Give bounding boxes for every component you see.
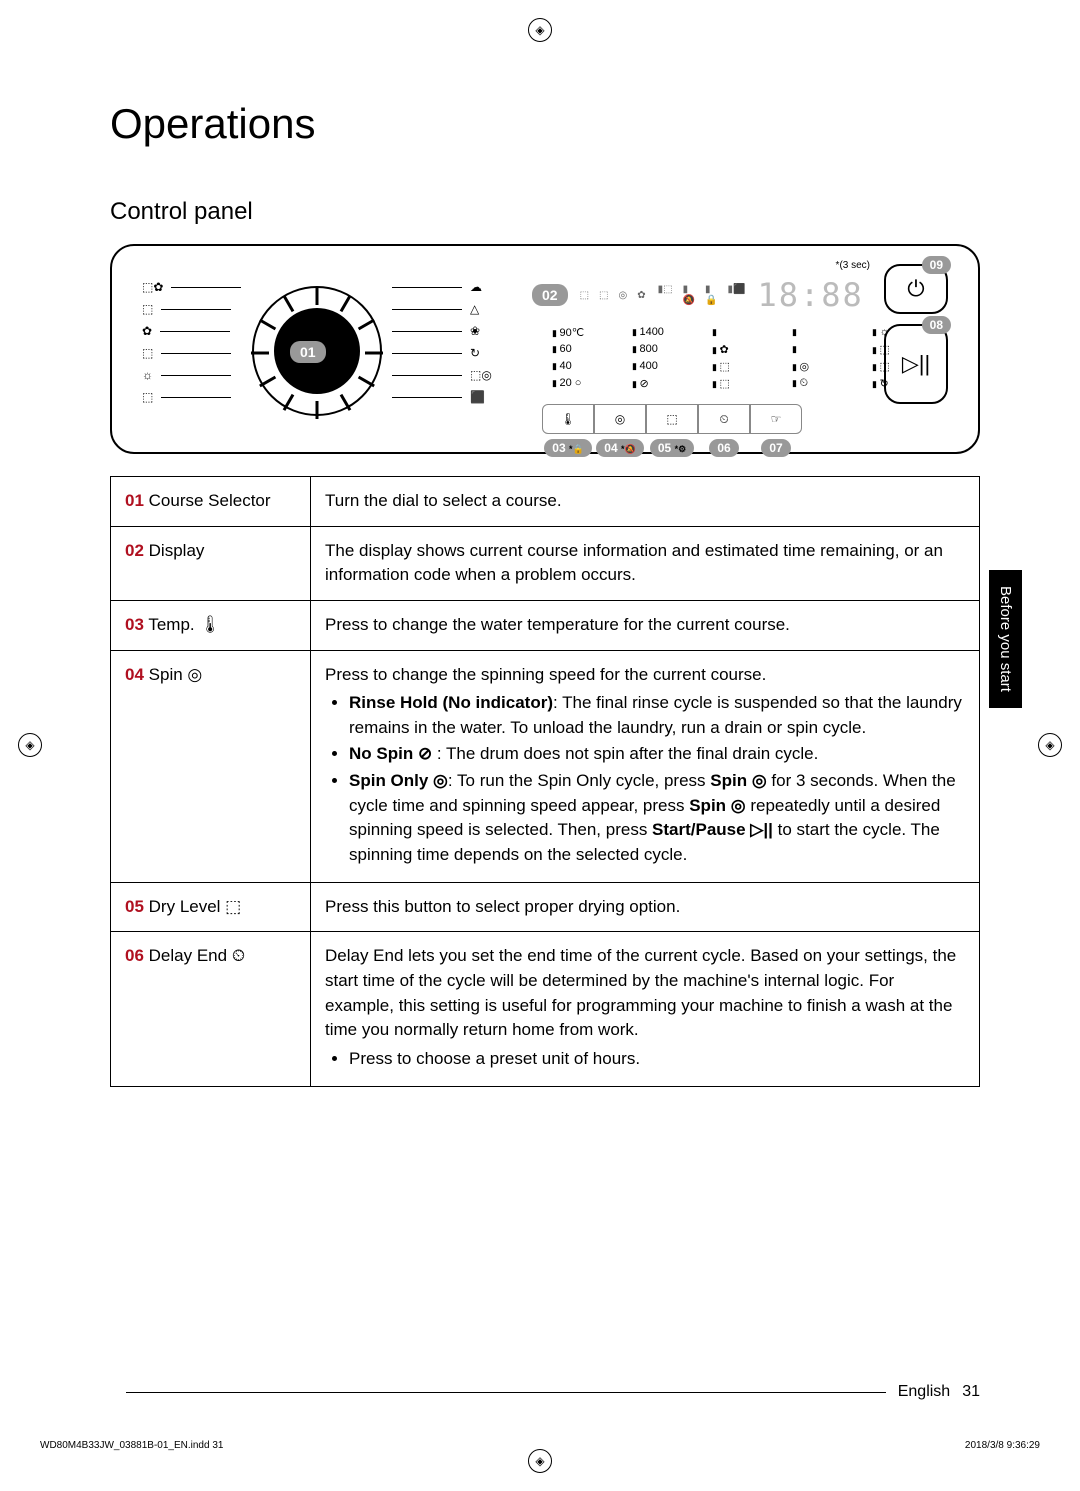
row-desc: Turn the dial to select a course.: [311, 477, 980, 527]
temp-button[interactable]: 🌡 03 *🔒: [542, 404, 594, 434]
option-icon: ☞: [771, 412, 782, 426]
row-label: Delay End ⏲: [149, 946, 245, 965]
ind-400: 400: [632, 360, 692, 373]
reg-mark-top: [528, 18, 552, 42]
sec-label: *(3 sec): [836, 260, 870, 271]
display-area: 02 ⬚⬚◎✿ ▮⬚▮🔕▮🔒▮⬛ 18:88: [532, 276, 858, 314]
row-desc: Press this button to select proper dryin…: [311, 882, 980, 932]
row-label: Dry Level ⬚: [149, 897, 242, 916]
row-desc: Press to change the water temperature fo…: [311, 600, 980, 650]
footer-line: [126, 1392, 886, 1393]
delay-icon: ⏲: [719, 412, 728, 427]
row-desc: Delay End lets you set the end time of t…: [311, 932, 980, 1086]
ind-60: 60: [552, 343, 612, 356]
table-row: 02 Display The display shows current cou…: [111, 526, 980, 600]
power-icon: ⏻: [907, 276, 924, 302]
power-button[interactable]: ⏻ 09: [884, 264, 948, 314]
dry-icon: ⬚: [666, 412, 677, 426]
spin-icon: ◎: [615, 412, 625, 426]
indicator-grid: 90℃ 1400 ☼ 60 800 ✿ ⬚ 40 400 ⬚◎ ⬚ 20 ○ ⊘…: [552, 326, 932, 390]
footer-page: 31: [962, 1383, 980, 1401]
reg-mark-right: [1038, 733, 1062, 757]
play-icon: ▷||: [902, 351, 930, 377]
ind-nospin: ⊘: [632, 377, 692, 390]
reg-mark-bottom: [528, 1449, 552, 1473]
callout-07: 07: [761, 439, 790, 457]
control-panel-diagram: ⬚✿ ⬚ ✿ ⬚ ☼ ⬚ 01 ☁: [110, 244, 980, 454]
footer-meta-left: WD80M4B33JW_03881B-01_EN.indd 31: [40, 1440, 223, 1451]
row-num: 02: [125, 541, 144, 560]
ind-40: 40: [552, 360, 612, 373]
page-title: Operations: [110, 100, 980, 148]
seven-segment-display: 18:88: [757, 276, 863, 314]
table-row: 03 Temp. 🌡 Press to change the water tem…: [111, 600, 980, 650]
row-num: 03: [125, 615, 144, 634]
display-small-icons-2: ▮⬚▮🔕▮🔒▮⬛: [658, 284, 746, 306]
section-subtitle: Control panel: [110, 198, 980, 226]
ind-800: 800: [632, 343, 692, 356]
footer-meta-right: 2018/3/8 9:36:29: [965, 1440, 1040, 1451]
row-desc: Press to change the spinning speed for t…: [311, 650, 980, 882]
right-icon-column: ☁ △ ❀ ↻ ⬚◎ ⬛: [392, 276, 492, 408]
row-label: Temp. 🌡: [148, 615, 221, 634]
display-small-icons: ⬚⬚◎✿: [580, 290, 646, 301]
side-tab: Before you start: [989, 570, 1022, 708]
row-num: 05: [125, 897, 144, 916]
callout-08: 08: [922, 316, 951, 334]
row-num: 06: [125, 946, 144, 965]
row-num: 04: [125, 665, 144, 684]
left-icon-column: ⬚✿ ⬚ ✿ ⬚ ☼ ⬚: [142, 276, 241, 408]
callout-03: 03 *🔒: [544, 439, 591, 457]
dry-button[interactable]: ⬚ 05 *⚙: [646, 404, 698, 434]
callout-02: 02: [532, 284, 568, 306]
button-row: 🌡 03 *🔒 ◎ 04 *🔕 ⬚ 05 *⚙ ⏲ 06 ☞ 07: [542, 404, 802, 434]
table-row: 04 Spin ◎ Press to change the spinning s…: [111, 650, 980, 882]
callout-04: 04 *🔕: [596, 439, 643, 457]
row-label: Display: [149, 541, 205, 560]
callout-09: 09: [922, 256, 951, 274]
operations-table: 01 Course Selector Turn the dial to sele…: [110, 476, 980, 1087]
table-row: 01 Course Selector Turn the dial to sele…: [111, 477, 980, 527]
spin-button[interactable]: ◎ 04 *🔕: [594, 404, 646, 434]
table-row: 05 Dry Level ⬚ Press this button to sele…: [111, 882, 980, 932]
callout-05: 05 *⚙: [650, 439, 694, 457]
row-desc: The display shows current course informa…: [311, 526, 980, 600]
temp-icon: 🌡: [560, 412, 575, 426]
callout-01: 01: [290, 341, 326, 363]
delay-button[interactable]: ⏲ 06: [698, 404, 750, 434]
reg-mark-left: [18, 733, 42, 757]
option-button[interactable]: ☞ 07: [750, 404, 802, 434]
footer-lang: English: [898, 1383, 950, 1401]
row-label: Spin ◎: [149, 665, 203, 684]
ind-1400: 1400: [632, 326, 692, 339]
row-label: Course Selector: [149, 491, 271, 510]
right-buttons: ⏻ 09 ▷|| 08: [884, 264, 948, 404]
start-pause-button[interactable]: ▷|| 08: [884, 324, 948, 404]
page-footer: English 31: [126, 1383, 980, 1401]
ind-90: 90℃: [552, 326, 612, 339]
callout-06: 06: [709, 439, 738, 457]
ind-20: 20 ○: [552, 377, 612, 390]
table-row: 06 Delay End ⏲ Delay End lets you set th…: [111, 932, 980, 1086]
row-num: 01: [125, 491, 144, 510]
